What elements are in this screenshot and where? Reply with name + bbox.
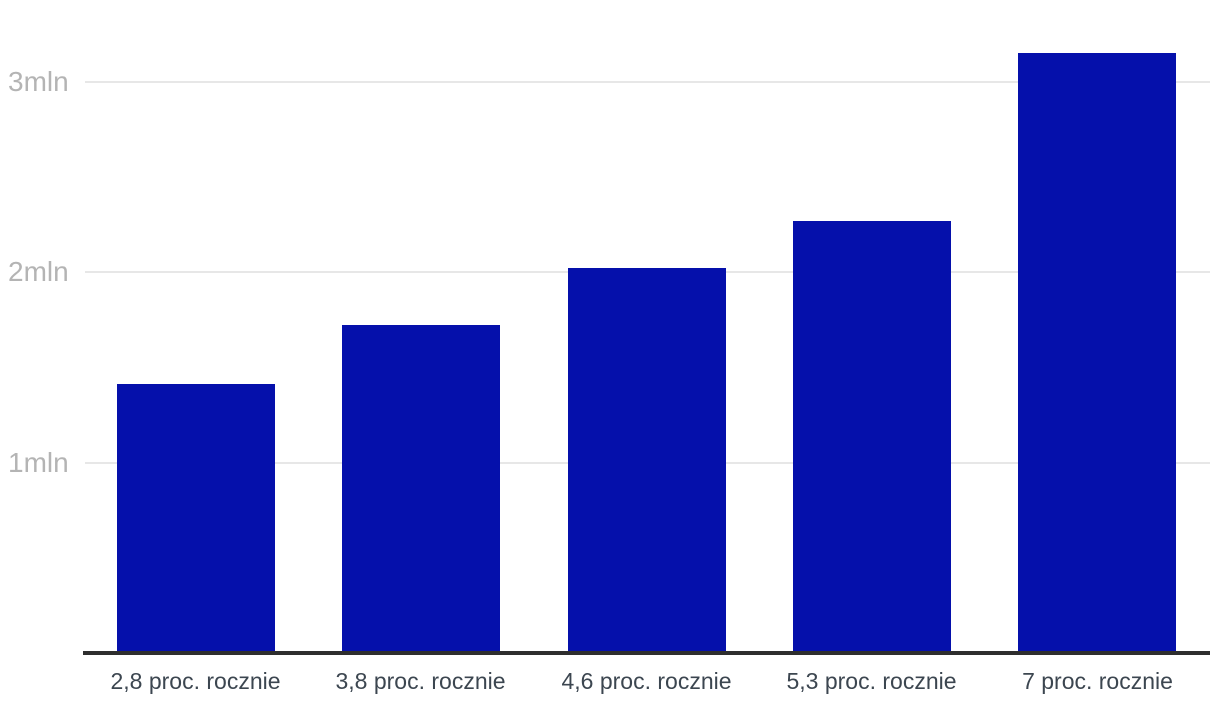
x-category-label: 2,8 proc. rocznie xyxy=(110,668,281,694)
y-tick-label: 1mln xyxy=(8,446,69,478)
x-category-label: 5,3 proc. rocznie xyxy=(786,668,957,694)
x-axis-line xyxy=(83,651,1210,655)
y-tick-label: 2mln xyxy=(8,256,69,287)
bar[interactable] xyxy=(793,221,951,653)
x-category-label: 3,8 proc. rocznie xyxy=(335,668,506,694)
bar[interactable] xyxy=(568,268,726,653)
bar[interactable] xyxy=(117,384,275,653)
gridline xyxy=(85,80,1210,83)
y-tick-label: 3mln xyxy=(8,65,69,97)
bar[interactable] xyxy=(342,325,500,653)
x-category-label: 4,6 proc. rocznie xyxy=(561,668,732,694)
x-category-label: 7 proc. rocznie xyxy=(1022,668,1173,694)
bar[interactable] xyxy=(1018,53,1176,653)
